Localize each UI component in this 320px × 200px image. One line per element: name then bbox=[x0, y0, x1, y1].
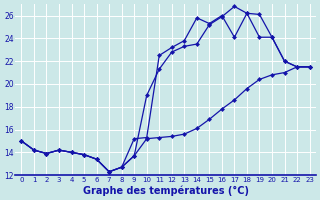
X-axis label: Graphe des températures (°C): Graphe des températures (°C) bbox=[83, 185, 249, 196]
